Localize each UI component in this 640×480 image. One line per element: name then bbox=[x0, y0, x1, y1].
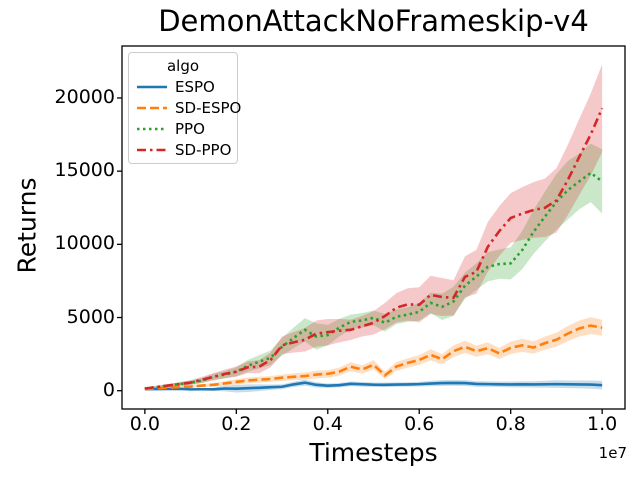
line-sd-ppo bbox=[144, 107, 604, 390]
chart-title: DemonAttackNoFrameskip-v4 bbox=[158, 4, 589, 38]
legend: algo ESPO SD-ESPO PPO SD-PPO bbox=[128, 52, 241, 164]
x-tick-label: 0.6 bbox=[404, 413, 435, 435]
y-tick-label: 15000 bbox=[54, 159, 115, 182]
x-tick-label: 0.0 bbox=[129, 413, 160, 435]
legend-item-ppo: PPO bbox=[129, 118, 237, 139]
line-ppo bbox=[144, 171, 603, 390]
x-tick-label: 0.2 bbox=[221, 413, 252, 435]
x-axis-label: Timesteps bbox=[309, 438, 438, 467]
legend-item-label: ESPO bbox=[175, 77, 215, 96]
legend-item-label: SD-ESPO bbox=[175, 98, 242, 117]
plot-area bbox=[144, 64, 604, 393]
x-axis-offset-label: 1e7 bbox=[598, 444, 627, 462]
y-axis-label: Returns bbox=[12, 177, 42, 274]
legend-item-label: PPO bbox=[175, 119, 205, 138]
legend-item-sd-ppo: SD-PPO bbox=[129, 139, 237, 160]
band-sd-ppo bbox=[144, 64, 603, 390]
legend-item-label: SD-PPO bbox=[175, 140, 232, 159]
axes-spines bbox=[121, 45, 626, 410]
y-tick-label: 5000 bbox=[66, 305, 115, 328]
band-sd-espo bbox=[144, 317, 603, 390]
y-tick-label: 10000 bbox=[54, 232, 115, 255]
legend-title: algo bbox=[166, 57, 200, 75]
line-espo bbox=[144, 381, 603, 391]
legend-item-espo: ESPO bbox=[129, 76, 237, 97]
legend-line-sample-icon bbox=[137, 85, 167, 88]
x-tick-label: 0.8 bbox=[495, 413, 526, 435]
y-tick-label: 0 bbox=[102, 378, 115, 401]
band-ppo bbox=[144, 143, 603, 390]
legend-line-sample-icon bbox=[137, 148, 167, 151]
legend-line-sample-icon bbox=[137, 106, 167, 109]
legend-item-sd-espo: SD-ESPO bbox=[129, 97, 241, 118]
x-tick-label: 1.0 bbox=[587, 413, 618, 435]
x-tick-label: 0.4 bbox=[312, 413, 343, 435]
legend-rows: ESPO SD-ESPO PPO SD-PPO bbox=[129, 76, 241, 160]
legend-line-sample-icon bbox=[137, 127, 167, 130]
y-tick-label: 20000 bbox=[54, 85, 115, 108]
